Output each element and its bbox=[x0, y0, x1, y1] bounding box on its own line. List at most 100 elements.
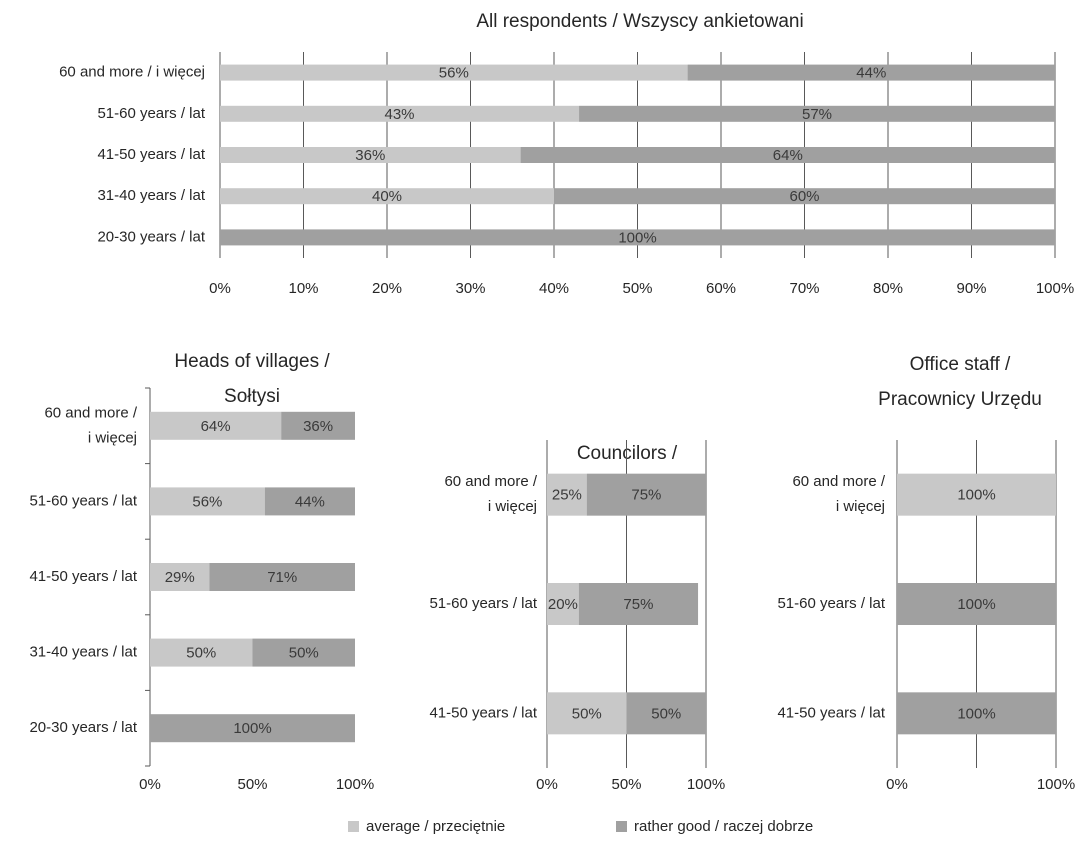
legend-label: average / przeciętnie bbox=[366, 818, 505, 835]
y-tick-label: 31-40 years / lat bbox=[97, 187, 205, 204]
x-tick-label: 80% bbox=[873, 280, 903, 297]
bar-segment bbox=[252, 638, 355, 667]
data-label: 57% bbox=[802, 106, 832, 123]
y-tick-label: 51-60 years / lat bbox=[429, 595, 537, 612]
bar-segment bbox=[897, 473, 1056, 516]
y-tick-label: 41-50 years / lat bbox=[29, 568, 137, 585]
x-tick-label: 70% bbox=[789, 280, 819, 297]
bar-segment bbox=[897, 583, 1056, 625]
data-label: 64% bbox=[201, 418, 231, 435]
y-tick-label: 60 and more / i więcej bbox=[59, 64, 205, 81]
data-label: 50% bbox=[289, 645, 319, 662]
bar-segment bbox=[897, 692, 1056, 735]
y-tick-label: 20-30 years / lat bbox=[29, 719, 137, 736]
y-tick-label: i więcej bbox=[488, 498, 537, 515]
legend-swatch bbox=[616, 821, 627, 832]
data-label: 25% bbox=[552, 487, 582, 504]
data-label: 50% bbox=[186, 645, 216, 662]
y-tick-label: 51-60 years / lat bbox=[777, 595, 885, 612]
bar-segment bbox=[520, 147, 1055, 163]
x-tick-label: 0% bbox=[886, 776, 908, 793]
x-tick-label: 10% bbox=[288, 280, 318, 297]
data-label: 50% bbox=[651, 705, 681, 722]
bar-segment bbox=[579, 105, 1055, 122]
bar-segment bbox=[281, 411, 355, 440]
bar-segment bbox=[264, 487, 355, 516]
bar-segment bbox=[150, 487, 265, 516]
y-tick-label: 41-50 years / lat bbox=[429, 704, 537, 721]
y-tick-label: 41-50 years / lat bbox=[777, 704, 885, 721]
x-tick-label: 50% bbox=[611, 776, 641, 793]
data-label: 75% bbox=[623, 596, 653, 613]
x-tick-label: 100% bbox=[1036, 280, 1074, 297]
legend-swatch bbox=[348, 821, 359, 832]
y-tick-label: 20-30 years / lat bbox=[97, 228, 205, 245]
bar-segment bbox=[626, 692, 706, 735]
y-tick-label: 60 and more / bbox=[792, 473, 885, 490]
chart-title: Pracownicy Urzędu bbox=[878, 389, 1042, 410]
bar-segment bbox=[687, 64, 1055, 81]
data-label: 100% bbox=[957, 705, 995, 722]
y-tick-label: 60 and more / bbox=[444, 473, 537, 490]
data-label: 36% bbox=[303, 418, 333, 435]
bar-segment bbox=[578, 583, 699, 625]
data-label: 40% bbox=[372, 188, 402, 205]
x-tick-label: 100% bbox=[1037, 776, 1075, 793]
x-tick-label: 50% bbox=[237, 776, 267, 793]
x-tick-label: 40% bbox=[539, 280, 569, 297]
bar-segment bbox=[150, 638, 253, 667]
x-tick-label: 90% bbox=[956, 280, 986, 297]
chart-title: All respondents / Wszyscy ankietowani bbox=[476, 11, 803, 32]
x-tick-label: 100% bbox=[336, 776, 374, 793]
x-tick-label: 0% bbox=[536, 776, 558, 793]
data-label: 100% bbox=[957, 487, 995, 504]
bar-segment bbox=[220, 188, 554, 205]
data-label: 56% bbox=[439, 65, 469, 82]
data-label: 36% bbox=[355, 147, 385, 164]
x-tick-label: 100% bbox=[687, 776, 725, 793]
chart-title: Sołtysi bbox=[224, 386, 280, 407]
x-tick-label: 30% bbox=[455, 280, 485, 297]
data-label: 100% bbox=[957, 596, 995, 613]
data-label: 44% bbox=[856, 65, 886, 82]
data-label: 29% bbox=[165, 569, 195, 586]
x-tick-label: 60% bbox=[706, 280, 736, 297]
bar-segment bbox=[150, 411, 282, 440]
x-tick-label: 0% bbox=[209, 280, 231, 297]
data-label: 50% bbox=[572, 705, 602, 722]
bar-segment bbox=[586, 473, 706, 516]
data-label: 100% bbox=[618, 229, 656, 246]
bar-segment bbox=[150, 714, 355, 743]
data-label: 100% bbox=[233, 720, 271, 737]
y-tick-label: 51-60 years / lat bbox=[97, 105, 205, 122]
y-tick-label: i więcej bbox=[836, 498, 885, 515]
bar-segment bbox=[547, 692, 627, 735]
y-tick-label: 51-60 years / lat bbox=[29, 492, 137, 509]
bar-segment bbox=[150, 563, 210, 591]
y-tick-label: i więcej bbox=[88, 429, 137, 446]
bar-segment bbox=[209, 563, 355, 591]
legend-label: rather good / raczej dobrze bbox=[634, 818, 813, 835]
bar-segment bbox=[220, 64, 688, 81]
x-tick-label: 20% bbox=[372, 280, 402, 297]
bar-segment bbox=[547, 583, 579, 625]
data-label: 60% bbox=[789, 188, 819, 205]
chart-title: Heads of villages / bbox=[174, 351, 330, 372]
y-tick-label: 31-40 years / lat bbox=[29, 644, 137, 661]
data-label: 56% bbox=[192, 493, 222, 510]
chart-title: Councilors / bbox=[577, 443, 678, 464]
bar-segment bbox=[220, 105, 580, 122]
data-label: 20% bbox=[548, 596, 578, 613]
bar-segment bbox=[547, 473, 587, 516]
data-label: 43% bbox=[385, 106, 415, 123]
bar-segment bbox=[220, 147, 521, 163]
data-label: 71% bbox=[267, 569, 297, 586]
y-tick-label: 41-50 years / lat bbox=[97, 146, 205, 163]
bar-segment bbox=[554, 188, 1055, 205]
data-label: 64% bbox=[773, 147, 803, 164]
x-tick-label: 50% bbox=[622, 280, 652, 297]
bar-segment bbox=[220, 229, 1055, 246]
y-tick-label: 60 and more / bbox=[44, 404, 137, 421]
data-label: 75% bbox=[631, 487, 661, 504]
